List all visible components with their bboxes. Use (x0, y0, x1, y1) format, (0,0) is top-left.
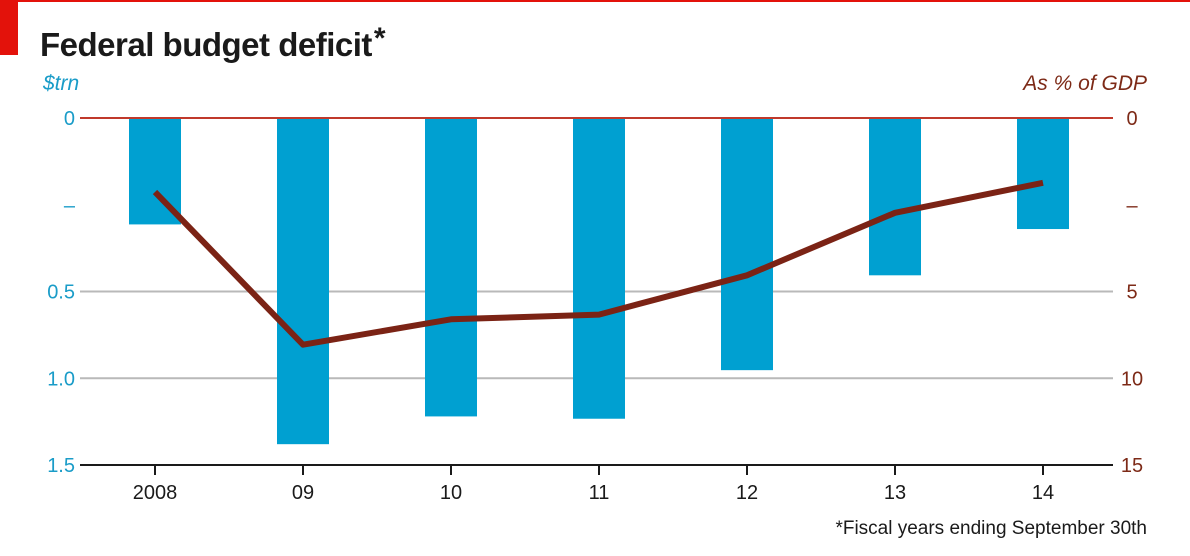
x-label-13: 13 (884, 482, 906, 504)
bar-14 (1017, 118, 1069, 230)
bar-series (129, 118, 1069, 445)
bar-11 (573, 118, 625, 419)
x-axis-ticks (154, 465, 1044, 475)
x-label-2008: 2008 (133, 482, 178, 504)
right-tick-label: 5 (1126, 282, 1137, 304)
right-axis-tick-labels: 0 – 5 10 15 (1121, 108, 1143, 477)
bar-12 (721, 118, 773, 371)
x-axis-labels: 2008 09 10 11 12 13 14 (133, 482, 1054, 504)
left-tick-label: 0.5 (47, 282, 75, 304)
gdp-share-line (152, 179, 1044, 348)
left-tick-label: 1.0 (47, 368, 75, 390)
left-tick-label: 0 (64, 108, 75, 130)
right-axis-unit: As % of GDP (1023, 72, 1147, 95)
left-axis-unit: $trn (43, 72, 80, 95)
chart-title: Federal budget deficit* (40, 22, 386, 64)
x-label-14: 14 (1032, 482, 1054, 504)
brand-tab (0, 0, 18, 55)
bar-13 (869, 118, 921, 276)
right-tick-label: 0 (1126, 108, 1137, 130)
bar-10 (425, 118, 477, 417)
top-rule (0, 0, 1190, 2)
x-label-12: 12 (736, 482, 758, 504)
title-footnote-mark: * (373, 22, 386, 55)
left-tick-label: 1.5 (47, 455, 75, 477)
x-label-10: 10 (440, 482, 462, 504)
right-tick-label: – (1126, 195, 1138, 217)
chart-title-text: Federal budget deficit (40, 26, 372, 63)
bar-09 (277, 118, 329, 445)
left-tick-label: – (64, 195, 76, 217)
x-label-11: 11 (589, 482, 610, 504)
right-tick-label: 15 (1121, 455, 1143, 477)
x-label-09: 09 (292, 482, 314, 504)
right-tick-label: 10 (1121, 368, 1143, 390)
left-axis-tick-labels: 0 – 0.5 1.0 1.5 (47, 108, 76, 477)
footnote: *Fiscal years ending September 30th (835, 518, 1147, 539)
